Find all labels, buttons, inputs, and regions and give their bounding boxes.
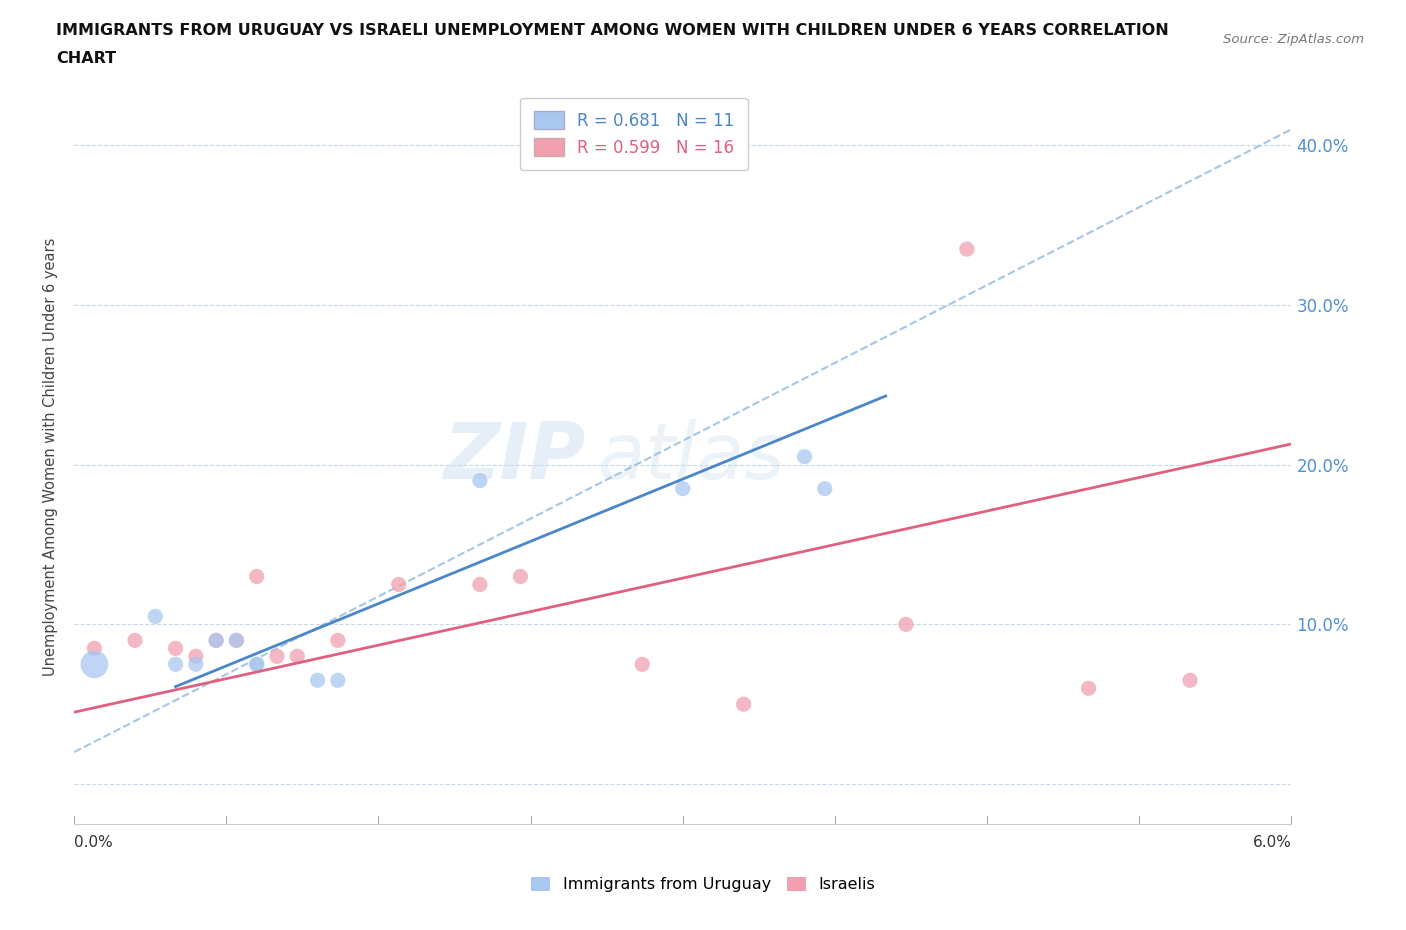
Point [246,657,269,671]
Point [143,609,166,624]
Point [894,617,917,631]
Point [205,633,228,648]
Point [326,633,349,648]
Point [246,569,269,584]
Text: ZIP: ZIP [443,418,585,495]
Legend: R = 0.681   N = 11, R = 0.599   N = 16: R = 0.681 N = 11, R = 0.599 N = 16 [520,98,748,170]
Point [1178,672,1201,687]
Point [388,577,411,591]
Text: CHART: CHART [56,51,117,66]
Legend: Immigrants from Uruguay, Israelis: Immigrants from Uruguay, Israelis [524,870,882,898]
Text: atlas: atlas [598,418,786,495]
Text: 0.0%: 0.0% [75,835,112,850]
Point [184,649,207,664]
Text: Source: ZipAtlas.com: Source: ZipAtlas.com [1223,33,1364,46]
Point [509,569,531,584]
Point [326,672,349,687]
Point [266,649,288,664]
Point [307,672,329,687]
Point [468,473,491,488]
Point [165,657,187,671]
Point [165,641,187,656]
Point [672,481,695,496]
Text: IMMIGRANTS FROM URUGUAY VS ISRAELI UNEMPLOYMENT AMONG WOMEN WITH CHILDREN UNDER : IMMIGRANTS FROM URUGUAY VS ISRAELI UNEMP… [56,23,1168,38]
Point [184,657,207,671]
Y-axis label: Unemployment Among Women with Children Under 6 years: Unemployment Among Women with Children U… [44,237,58,676]
Point [956,242,979,257]
Text: 6.0%: 6.0% [1253,835,1292,850]
Point [225,633,247,648]
Point [285,649,308,664]
Point [225,633,247,648]
Point [631,657,654,671]
Point [83,641,105,656]
Point [793,449,815,464]
Point [814,481,837,496]
Point [246,657,269,671]
Point [733,697,755,711]
Point [1077,681,1099,696]
Point [205,633,228,648]
Point [468,577,491,591]
Point [124,633,146,648]
Point [83,657,105,671]
